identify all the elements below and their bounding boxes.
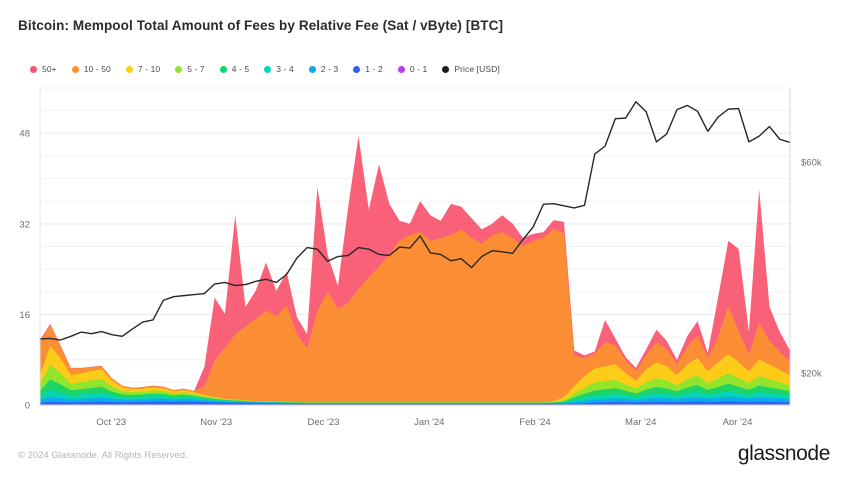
legend-item-label: 7 - 10 [137, 64, 161, 74]
x-axis-tick-label: Apr '24 [723, 417, 753, 425]
legend-item-label: 5 - 7 [187, 64, 205, 74]
legend-item-4-5[interactable]: 4 - 5 [219, 62, 250, 76]
area-series-1-2 [40, 401, 790, 405]
y-axis-labels: 0 16 32 48 [19, 129, 30, 412]
legend-swatch-icon [442, 65, 450, 73]
legend-swatch-icon [308, 65, 316, 73]
legend-swatch-icon [397, 65, 405, 73]
right-axis-tick-label: $20k [801, 369, 822, 380]
y-axis-tick-label: 32 [19, 219, 30, 230]
y-axis-tick-label: 48 [19, 129, 30, 140]
area-chart-svg[interactable]: 0 16 32 48 $20k $60k Oct '23 Nov '23 Dec '23 Ja… [0, 80, 850, 425]
legend-swatch-icon [219, 65, 227, 73]
price-line [39, 101, 791, 341]
legend-swatch-icon [353, 65, 361, 73]
legend-item-label: 1 - 2 [365, 64, 383, 74]
stacked-areas [40, 136, 790, 405]
legend-item-label: Price [USD] [454, 64, 500, 74]
legend-swatch-icon [125, 65, 133, 73]
x-axis-tick-label: Jan '24 [414, 417, 444, 425]
y-axis-tick-label: 16 [19, 310, 30, 321]
legend-item-label: 2 - 3 [320, 64, 339, 74]
right-axis-labels: $20k $60k [801, 157, 822, 379]
legend-item-label: 4 - 5 [231, 64, 250, 74]
legend-item-10-50[interactable]: 10 - 50 [71, 62, 111, 76]
x-axis-tick-label: Feb '24 [519, 417, 550, 425]
legend-item-label: 50+ [42, 64, 57, 74]
legend-swatch-icon [30, 65, 37, 73]
legend-item-7-10[interactable]: 7 - 10 [125, 62, 161, 76]
legend-swatch-icon [264, 65, 272, 73]
x-axis-tick-label: Mar '24 [625, 417, 656, 425]
chart-plot-area[interactable]: 0 16 32 48 $20k $60k Oct '23 Nov '23 Dec '23 Ja… [0, 80, 850, 425]
x-axis-tick-label: Oct '23 [96, 417, 126, 425]
legend-item-label: 10 - 50 [83, 64, 111, 74]
legend-item-0-1[interactable]: 0 - 1 [397, 62, 428, 76]
glassnode-logo: glassnode [737, 442, 831, 465]
legend-item-2-3[interactable]: 2 - 3 [308, 62, 339, 76]
price-line-path [39, 101, 791, 341]
axis-lines [39, 88, 791, 406]
legend-swatch-icon [175, 65, 183, 73]
legend-item-50[interactable]: 50+ [30, 62, 57, 76]
legend-item-1-2[interactable]: 1 - 2 [353, 62, 383, 76]
right-axis-tick-label: $60k [801, 157, 822, 168]
x-axis-tick-label: Dec '23 [308, 417, 340, 425]
legend-item-label: 0 - 1 [409, 64, 428, 74]
y-axis-tick-label: 0 [25, 400, 30, 411]
copyright-text: © 2024 Glassnode. All Rights Reserved. [18, 450, 188, 461]
legend-swatch-icon [71, 65, 79, 73]
legend-item-3-4[interactable]: 3 - 4 [264, 62, 294, 76]
legend-item-5-7[interactable]: 5 - 7 [175, 62, 205, 76]
chart-legend: 50+ 10 - 50 7 - 10 5 - 7 4 - 5 3 - 4 2 - 3 1 - … [30, 62, 515, 76]
x-axis-labels: Oct '23 Nov '23 Dec '23 Jan '24 Feb '24 Mar '… [96, 417, 752, 425]
legend-item-label: 3 - 4 [276, 64, 294, 74]
legend-item-price-usd[interactable]: Price [USD] [442, 62, 500, 76]
area-series-10-50 [40, 228, 790, 405]
page-title: Bitcoin: Mempool Total Amount of Fees by… [18, 18, 504, 33]
x-axis-tick-label: Nov '23 [200, 417, 232, 425]
